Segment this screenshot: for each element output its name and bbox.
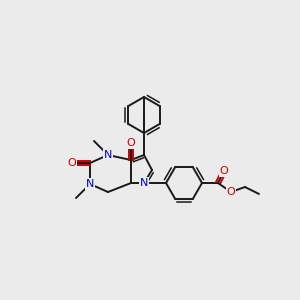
- Text: O: O: [226, 187, 236, 197]
- Text: N: N: [86, 179, 94, 189]
- Text: O: O: [68, 158, 76, 168]
- Text: O: O: [220, 166, 228, 176]
- Text: N: N: [104, 150, 112, 160]
- Text: O: O: [127, 138, 135, 148]
- Text: N: N: [140, 178, 148, 188]
